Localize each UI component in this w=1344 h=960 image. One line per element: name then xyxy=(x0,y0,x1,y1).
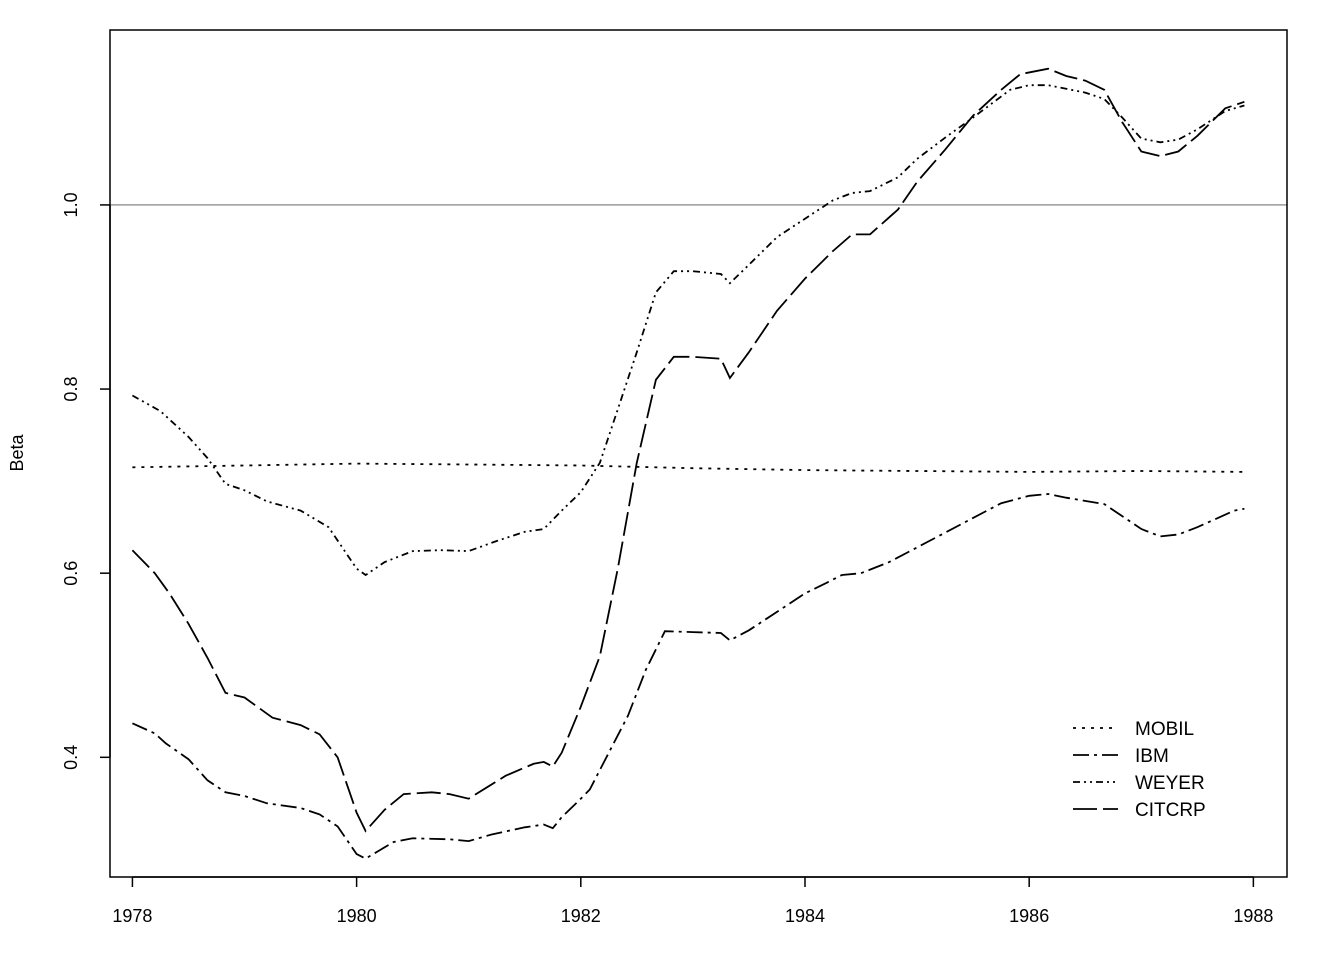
legend-label-ibm: IBM xyxy=(1135,746,1169,767)
series-line-weyer xyxy=(131,84,1245,577)
y-ticks: 0.4 0.6 0.8 1.0 xyxy=(61,192,110,770)
x-tick-label: 1986 xyxy=(1009,906,1049,926)
y-tick-label: 0.4 xyxy=(61,745,81,770)
series-line-ibm xyxy=(132,493,1245,860)
x-tick-label: 1980 xyxy=(337,906,377,926)
legend-label-citcrp: CITCRP xyxy=(1135,800,1206,821)
legend: MOBIL IBM WEYER CITCRP xyxy=(1073,719,1206,821)
legend-label-weyer: WEYER xyxy=(1135,773,1205,794)
series-layer xyxy=(131,67,1245,860)
x-ticks: 1978 1980 1982 1984 1986 1988 xyxy=(112,877,1273,926)
series-line-mobil xyxy=(132,462,1245,473)
plot-frame xyxy=(109,29,1288,878)
y-tick-label: 0.8 xyxy=(61,377,81,402)
y-tick-label: 1.0 xyxy=(61,192,81,217)
plot-area xyxy=(109,29,1288,878)
y-tick-label: 0.6 xyxy=(61,561,81,586)
x-tick-label: 1988 xyxy=(1233,906,1273,926)
x-axis: 1978 1980 1982 1984 1986 1988 xyxy=(112,876,1273,926)
x-tick-label: 1984 xyxy=(785,906,825,926)
y-axis-title: Beta xyxy=(7,433,27,471)
y-axis: 0.4 0.6 0.8 1.0 xyxy=(61,192,111,770)
series-line-citcrp xyxy=(131,67,1245,833)
legend-label-mobil: MOBIL xyxy=(1135,719,1194,740)
x-tick-label: 1978 xyxy=(112,906,152,926)
x-tick-label: 1982 xyxy=(561,906,601,926)
